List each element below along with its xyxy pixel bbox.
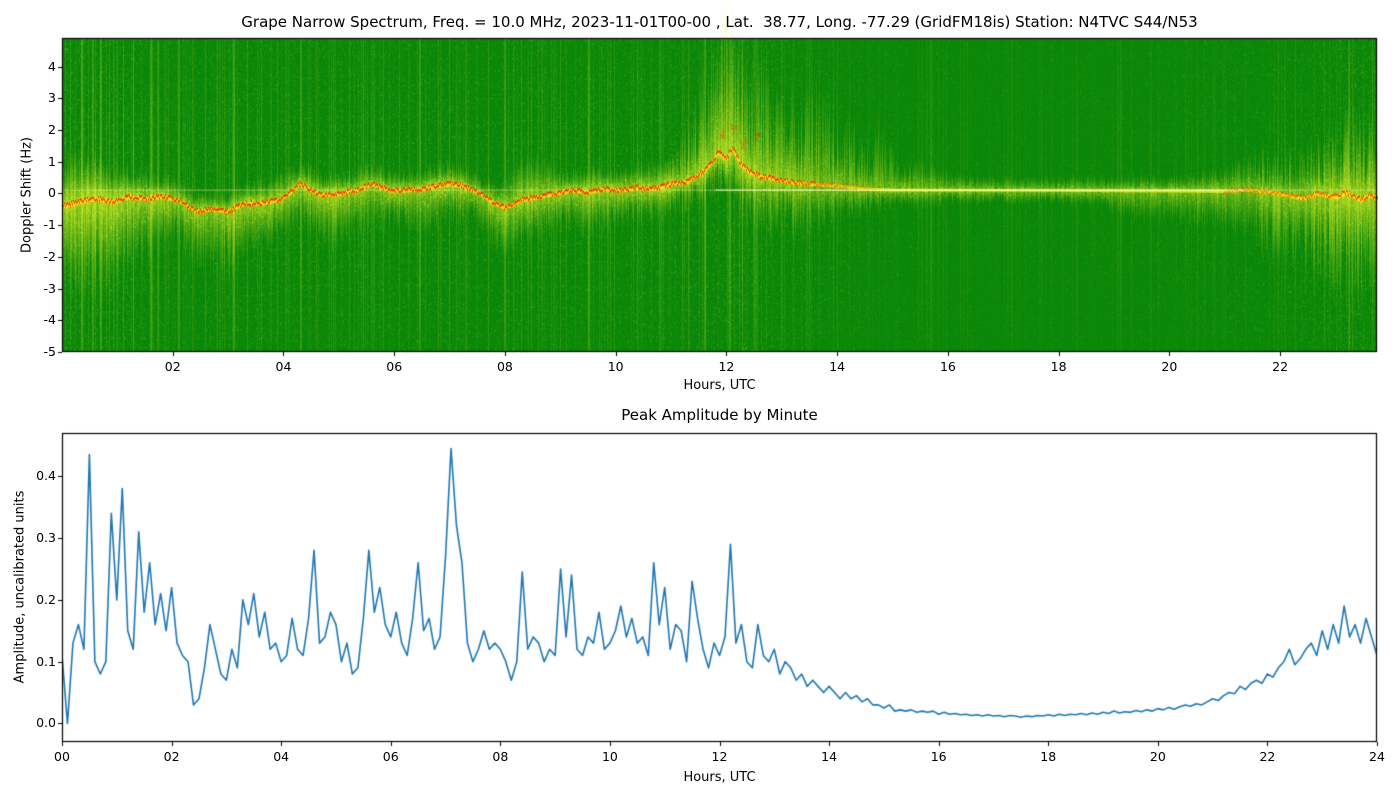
amplitude-y-axis-label: Amplitude, uncalibrated units xyxy=(12,490,28,684)
spectrogram-x-axis-label: Hours, UTC xyxy=(683,378,756,393)
spectrogram-title: Grape Narrow Spectrum, Freq. = 10.0 MHz,… xyxy=(241,13,1198,31)
spectrogram-y-axis-label: Doppler Shift (Hz) xyxy=(19,137,35,253)
amplitude-x-axis-label: Hours, UTC xyxy=(683,770,756,785)
amplitude-title: Peak Amplitude by Minute xyxy=(621,406,818,424)
